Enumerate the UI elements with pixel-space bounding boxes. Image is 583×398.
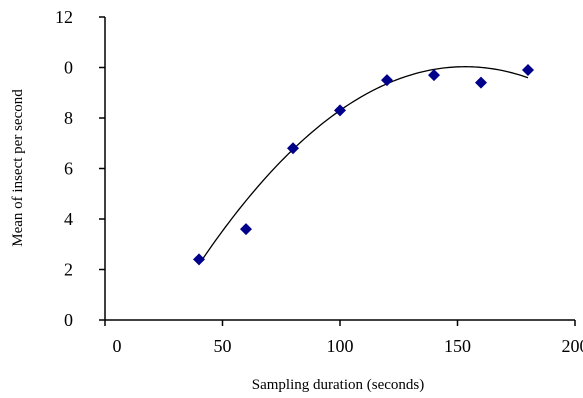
y-tick-label: 12 [55,7,73,27]
trendline [199,67,528,265]
y-tick-label: 0 [64,310,73,330]
x-tick-label: 0 [113,336,122,356]
y-tick-label: 2 [64,260,73,280]
x-axis-ticks: 0 50 100 150 200 [105,320,583,356]
y-tick-label: 0 [64,58,73,78]
y-tick-label: 8 [64,108,73,128]
data-point [240,223,252,235]
y-axis-title: Mean of insect per second [10,89,26,247]
x-tick-label: 200 [562,336,583,356]
data-point [334,104,346,116]
x-tick-label: 150 [444,336,471,356]
x-tick-label: 100 [327,336,354,356]
data-point [475,77,487,89]
data-point [428,69,440,81]
data-point [522,64,534,76]
axes [105,17,575,320]
data-point [193,253,205,265]
data-points [193,64,534,265]
data-point [287,142,299,154]
y-axis-ticks: 0 2 4 6 8 0 12 [55,7,105,330]
y-tick-label: 4 [64,209,73,229]
x-axis-title: Sampling duration (seconds) [252,377,424,393]
x-tick-label: 50 [214,336,232,356]
y-tick-label: 6 [64,159,73,179]
data-point [381,74,393,86]
